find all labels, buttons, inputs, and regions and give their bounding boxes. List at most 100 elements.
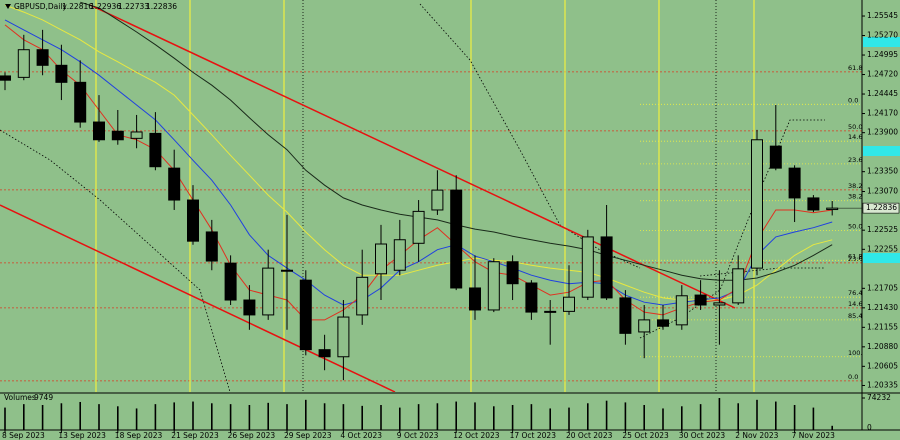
candle-body [638,319,651,333]
fib-label: 0.0 [848,373,858,381]
x-tick-label: 7 Nov 2023 [792,431,835,440]
candle-body [788,167,801,199]
x-tick-label: 26 Sep 2023 [228,431,276,440]
candle-body [168,167,181,201]
trend-line [0,204,396,392]
fib-label: 50.0 [848,223,862,231]
candle-body [17,49,30,78]
y-tick-label: 1.23070 [867,187,898,196]
candle-body [675,295,688,326]
volume-current: 9749 [34,393,53,402]
header-close: 1.22836 [146,2,177,11]
highlight [863,37,900,47]
y-tick-label: 1.20335 [867,380,898,389]
candle-body [581,236,594,298]
candle-body [619,297,632,334]
channel-lines [0,4,736,392]
symbol-label: GBPUSD,Daily [14,2,67,11]
candle-body [506,261,519,285]
candle-body [36,49,49,66]
x-tick-label: 9 Oct 2023 [397,431,439,440]
candle-body [356,276,369,316]
menu-icon [5,4,11,9]
candle-body [525,282,538,313]
candle-body [563,296,575,312]
month-separators [302,0,717,392]
x-tick-label: 13 Sep 2023 [58,431,106,440]
y-tick-label: 1.22255 [867,244,898,253]
candle-body [74,81,87,123]
volume-tick-label: 74232 [867,393,891,402]
y-tick-label: 1.20605 [867,361,898,370]
candle-body [130,131,143,139]
band-line [419,3,641,269]
x-tick-label: 30 Oct 2023 [679,431,726,440]
fib-label: 50.0 [848,123,862,131]
y-tick-label: 1.24445 [867,89,898,98]
candle-body [751,139,763,269]
price-highlights [863,37,900,263]
candle-body [111,130,124,141]
candle-body [769,145,782,169]
fib-label: 38.2 [848,193,862,201]
band-line [699,267,825,277]
fib-label: 14.6 [848,300,862,308]
x-tick-label: 21 Sep 2023 [171,431,219,440]
x-tick-label: 17 Oct 2023 [510,431,557,440]
y-tick-label: 1.20880 [867,342,898,351]
highlight [863,146,900,156]
candle-body [55,64,68,83]
candle-body [431,189,444,211]
highlight [863,253,900,263]
fib-label: 100.0 [848,349,867,357]
candle-body [600,236,613,299]
fib-label: 85.4 [848,312,862,320]
candle-body [487,261,500,311]
candle-body [299,279,312,351]
candle-body [262,267,275,316]
candle-body [694,294,707,306]
candle-body [149,132,162,168]
fib-label: 23.6 [848,255,862,263]
candle-body [187,199,199,242]
candle-body [281,269,293,272]
candle-body [393,239,406,271]
candle-body [544,310,557,313]
candle-body [93,121,105,141]
x-tick-label: 20 Oct 2023 [566,431,613,440]
candle-body [807,197,820,211]
fib-label: 0.0 [848,96,858,104]
y-tick-label: 1.22525 [867,225,898,234]
y-tick-label: 1.24995 [867,50,898,59]
indicator-line [4,4,833,301]
candle-body [205,231,218,262]
header-open: 1.22816 [62,2,93,11]
x-tick-label: 12 Oct 2023 [453,431,500,440]
x-tick-label: 25 Oct 2023 [622,431,669,440]
band-lines [0,3,825,392]
candle-body [337,316,350,358]
volume-title: Volumes [4,393,36,402]
y-tick-label: 1.21155 [867,322,898,331]
candle-body [0,75,11,81]
y-tick-label: 1.24170 [867,109,898,118]
fib-label: 38.2 [848,182,862,190]
candle-body [412,210,425,244]
candle-body [826,207,839,211]
y-tick-label: 1.21705 [867,283,898,292]
volume-area [4,398,834,430]
y-tick-label: 1.25270 [867,31,898,40]
candle-body [657,319,669,327]
fib-label: 14.6 [848,133,862,141]
candle-body [713,302,726,306]
candle-body [375,243,387,275]
y-tick-label: 1.21430 [867,303,898,312]
y-tick-label: 1.24720 [867,70,898,79]
x-tick-label: 2 Nov 2023 [735,431,778,440]
y-tick-label: 1.23350 [867,167,898,176]
fib-label: 61.8 [848,64,862,72]
x-tick-label: 8 Sep 2023 [2,431,45,440]
